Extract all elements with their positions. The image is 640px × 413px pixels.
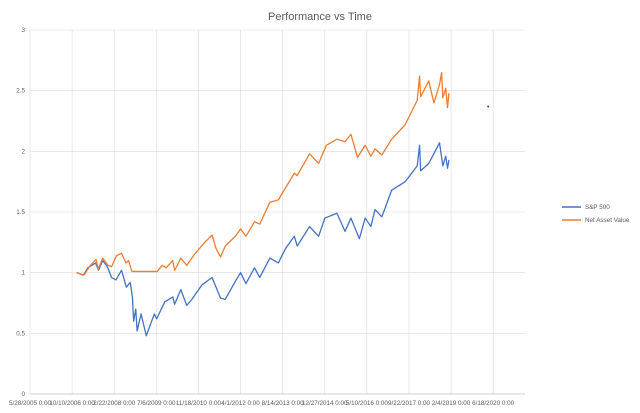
y-tick-label: 0 [21, 391, 25, 398]
x-tick-label: 4/1/2012 0:00 [221, 400, 260, 407]
series-line-net-asset-value [76, 71, 450, 276]
series-point-unlabeled-point [487, 105, 490, 108]
y-tick-labels: 0 0.5 1 1.5 2 2.5 3 [16, 27, 25, 398]
legend-label-s-p-500: S&P 500 [585, 204, 610, 211]
y-tick-label: 1 [21, 270, 25, 277]
x-tick-label: 2/22/2008 0:00 [93, 400, 136, 407]
gridlines [29, 29, 525, 394]
chart-title: Performance vs Time [268, 11, 372, 23]
x-tick-label: 10/10/2006 0:00 [49, 400, 95, 407]
y-tick-label: 2.5 [16, 88, 25, 95]
x-tick-label: 9/22/2017 0:00 [388, 400, 431, 407]
legend-label-net-asset-value: Net Asset Value [585, 217, 630, 224]
legend: S&P 500 Net Asset Value [562, 204, 630, 224]
x-tick-label: 7/6/2009 0:00 [137, 400, 176, 407]
x-tick-label: 11/18/2010 0:00 [176, 400, 222, 407]
x-tick-label: 5/28/2005 0:00 [9, 400, 52, 407]
x-tick-label: 5/10/2016 0:00 [346, 400, 389, 407]
y-tick-label: 2 [21, 148, 25, 155]
series-lines [76, 71, 490, 337]
y-tick-label: 1.5 [16, 209, 25, 216]
x-tick-label: 8/14/2013 0:00 [262, 400, 305, 407]
series-line-s-p-500 [76, 142, 450, 337]
y-tick-label: 0.5 [16, 330, 25, 337]
x-tick-label: 6/18/2020 0:00 [472, 400, 515, 407]
x-tick-label: 12/27/2014 0:00 [302, 400, 348, 407]
x-tick-label: 2/4/2019 0:00 [432, 400, 471, 407]
y-tick-label: 3 [21, 27, 25, 34]
